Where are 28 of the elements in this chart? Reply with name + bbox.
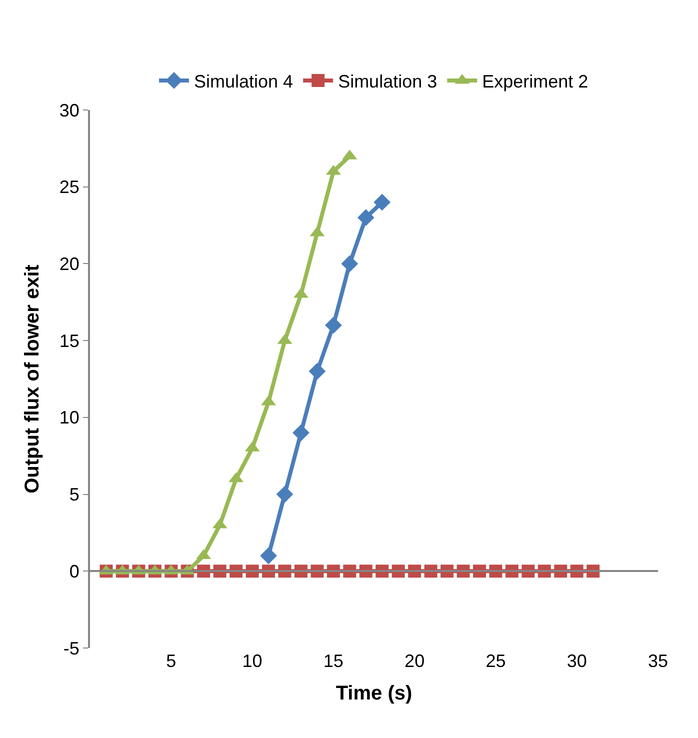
x-tick-label: 20: [404, 651, 425, 671]
y-tick-label: 30: [59, 100, 80, 120]
point: [357, 209, 374, 226]
legend-label: Simulation 4: [194, 71, 294, 92]
x-tick-label: 35: [648, 651, 668, 671]
x-tick-label: 25: [486, 651, 506, 671]
y-tick-label: 0: [69, 561, 80, 582]
y-tick-label: 15: [59, 330, 80, 351]
x-tick-label: 10: [242, 651, 262, 671]
y-tick-label: 25: [59, 177, 80, 198]
point: [374, 194, 391, 211]
y-axis-title: Output flux of lower exit: [21, 264, 44, 494]
x-tick-label: 5: [166, 651, 176, 671]
y-tick-label: 10: [59, 408, 80, 428]
point: [260, 547, 277, 564]
point: [341, 255, 358, 272]
x-tick-label: 30: [566, 651, 587, 671]
y-tick-label: 20: [59, 254, 80, 274]
y-tick-label: -5: [63, 638, 80, 658]
point: [292, 424, 310, 442]
y-tick-label: 5: [69, 484, 80, 505]
legend-label: Simulation 3: [338, 71, 438, 92]
x-tick-label: 15: [323, 651, 344, 671]
point: [324, 316, 342, 334]
point: [276, 486, 294, 503]
legend-label: Experiment 2: [482, 71, 588, 92]
point: [308, 362, 326, 380]
x-axis-title: Time (s): [336, 682, 412, 704]
